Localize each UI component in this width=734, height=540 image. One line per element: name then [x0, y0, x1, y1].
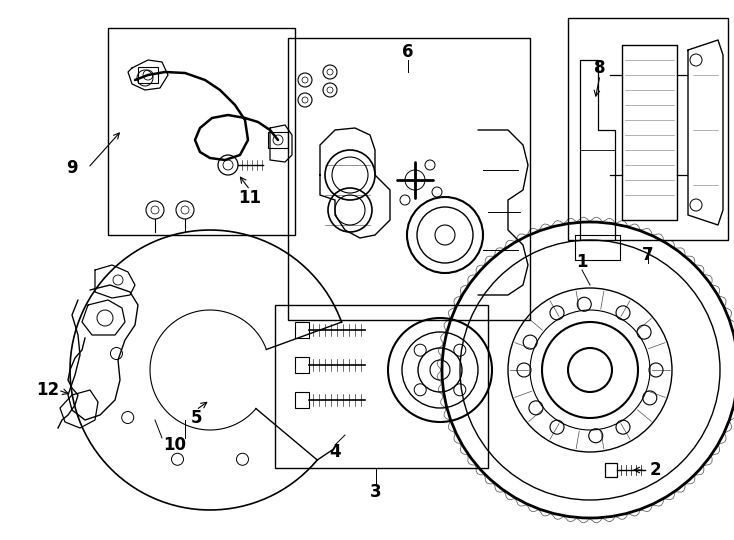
Text: 6: 6: [402, 43, 414, 61]
Text: 10: 10: [164, 436, 186, 454]
Bar: [295, 392, 309, 408]
Bar: [288, 38, 530, 320]
Text: 11: 11: [239, 189, 261, 207]
Text: 8: 8: [595, 59, 606, 77]
Text: 4: 4: [329, 443, 341, 461]
Text: 2: 2: [649, 461, 661, 479]
Text: 1: 1: [576, 253, 588, 271]
Bar: [295, 322, 309, 338]
Text: 12: 12: [37, 381, 59, 399]
Bar: [568, 18, 728, 240]
Text: 3: 3: [370, 483, 382, 501]
Bar: [275, 305, 488, 468]
Bar: [138, 67, 158, 83]
Text: 5: 5: [190, 409, 202, 427]
Text: 9: 9: [66, 159, 78, 177]
Bar: [108, 28, 295, 235]
Bar: [605, 463, 617, 477]
Bar: [268, 132, 288, 148]
Bar: [295, 357, 309, 373]
Text: 7: 7: [642, 246, 654, 264]
